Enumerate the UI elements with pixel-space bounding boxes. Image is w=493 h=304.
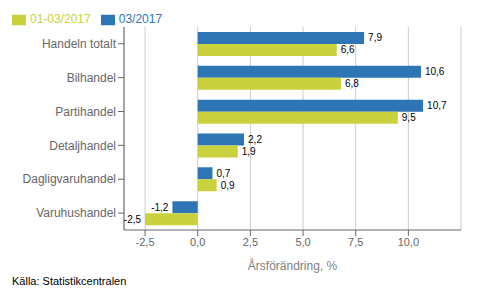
html-text:03/2017: 03/2017	[118, 12, 163, 26]
svg-text:-1,2: -1,2	[151, 202, 169, 213]
svg-text:6,6: 6,6	[341, 44, 355, 55]
svg-text:0,7: 0,7	[216, 168, 230, 179]
svg-text:7,5: 7,5	[348, 236, 363, 248]
html-text:Källa: Statistikcentralen: Källa: Statistikcentralen	[12, 275, 127, 287]
svg-text:Detaljhandel: Detaljhandel	[49, 139, 116, 153]
svg-text:0,0: 0,0	[190, 236, 205, 248]
svg-text:2,2: 2,2	[248, 134, 262, 145]
svg-text:10,7: 10,7	[427, 100, 447, 111]
svg-text:10,6: 10,6	[425, 66, 445, 77]
svg-text:9,5: 9,5	[402, 112, 416, 123]
svg-text:Årsförändring, %: Årsförändring, %	[248, 258, 338, 273]
svg-text:Varuhushandel: Varuhushandel	[36, 206, 116, 220]
html-text:01-03/2017: 01-03/2017	[30, 12, 91, 26]
svg-text:Dagligvaruhandel: Dagligvaruhandel	[23, 172, 116, 186]
svg-text:5,0: 5,0	[295, 236, 310, 248]
svg-text:10,0: 10,0	[398, 236, 419, 248]
svg-text:Partihandel: Partihandel	[55, 105, 116, 119]
svg-text:1,9: 1,9	[242, 146, 256, 157]
svg-text:Bilhandel: Bilhandel	[67, 71, 116, 85]
svg-text:Handeln totalt: Handeln totalt	[42, 37, 117, 51]
svg-text:6,8: 6,8	[345, 78, 359, 89]
svg-text:-2,5: -2,5	[136, 236, 155, 248]
svg-text:0,9: 0,9	[221, 180, 235, 191]
svg-text:-2,5: -2,5	[124, 214, 142, 225]
svg-text:7,9: 7,9	[368, 32, 382, 43]
svg-text:2,5: 2,5	[243, 236, 258, 248]
